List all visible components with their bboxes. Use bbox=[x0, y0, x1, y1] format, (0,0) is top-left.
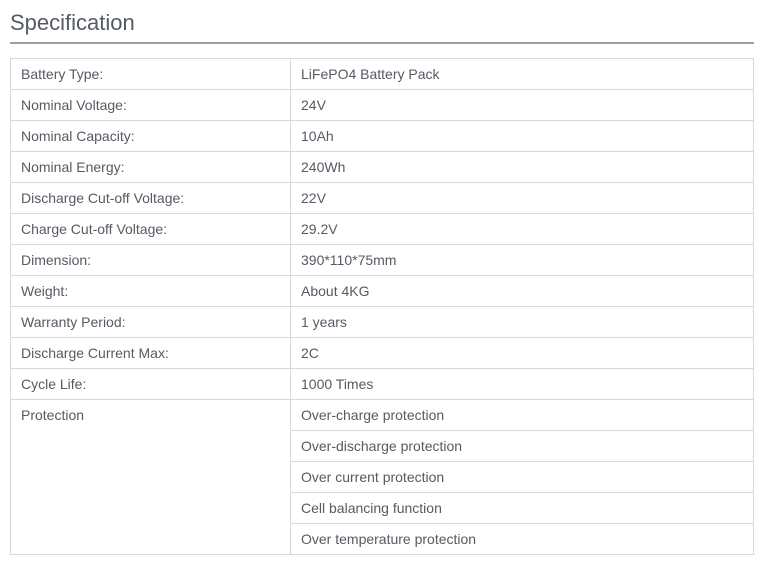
table-row: Battery Type:LiFePO4 Battery Pack bbox=[11, 59, 754, 90]
spec-value: Over temperature protection bbox=[291, 524, 754, 555]
spec-value: 240Wh bbox=[291, 152, 754, 183]
spec-label: Discharge Cut-off Voltage: bbox=[11, 183, 291, 214]
spec-value: Over-discharge protection bbox=[291, 431, 754, 462]
table-row: Discharge Cut-off Voltage:22V bbox=[11, 183, 754, 214]
specification-table: Battery Type:LiFePO4 Battery Pack Nomina… bbox=[10, 58, 754, 555]
spec-tbody: Battery Type:LiFePO4 Battery Pack Nomina… bbox=[11, 59, 754, 555]
spec-label: Charge Cut-off Voltage: bbox=[11, 214, 291, 245]
spec-value: Over current protection bbox=[291, 462, 754, 493]
spec-label: Warranty Period: bbox=[11, 307, 291, 338]
table-row: Dimension:390*110*75mm bbox=[11, 245, 754, 276]
section-title: Specification bbox=[10, 10, 754, 44]
spec-label: Weight: bbox=[11, 276, 291, 307]
spec-value: 1 years bbox=[291, 307, 754, 338]
table-row: Weight:About 4KG bbox=[11, 276, 754, 307]
spec-value: 24V bbox=[291, 90, 754, 121]
spec-value: 2C bbox=[291, 338, 754, 369]
spec-label: Cycle Life: bbox=[11, 369, 291, 400]
table-row: Nominal Voltage:24V bbox=[11, 90, 754, 121]
spec-value: Cell balancing function bbox=[291, 493, 754, 524]
table-row: Protection Over-charge protection bbox=[11, 400, 754, 431]
table-row: Nominal Energy:240Wh bbox=[11, 152, 754, 183]
spec-label: Nominal Voltage: bbox=[11, 90, 291, 121]
spec-value: 390*110*75mm bbox=[291, 245, 754, 276]
spec-value: 10Ah bbox=[291, 121, 754, 152]
spec-label: Discharge Current Max: bbox=[11, 338, 291, 369]
table-row: Warranty Period:1 years bbox=[11, 307, 754, 338]
spec-label: Battery Type: bbox=[11, 59, 291, 90]
spec-value: 1000 Times bbox=[291, 369, 754, 400]
spec-value: Over-charge protection bbox=[291, 400, 754, 431]
spec-label: Nominal Energy: bbox=[11, 152, 291, 183]
table-row: Discharge Current Max:2C bbox=[11, 338, 754, 369]
spec-value: 22V bbox=[291, 183, 754, 214]
table-row: Cycle Life:1000 Times bbox=[11, 369, 754, 400]
table-row: Charge Cut-off Voltage:29.2V bbox=[11, 214, 754, 245]
spec-value: 29.2V bbox=[291, 214, 754, 245]
spec-value: About 4KG bbox=[291, 276, 754, 307]
spec-label: Dimension: bbox=[11, 245, 291, 276]
spec-label: Nominal Capacity: bbox=[11, 121, 291, 152]
spec-label-protection: Protection bbox=[11, 400, 291, 555]
table-row: Nominal Capacity:10Ah bbox=[11, 121, 754, 152]
spec-value: LiFePO4 Battery Pack bbox=[291, 59, 754, 90]
